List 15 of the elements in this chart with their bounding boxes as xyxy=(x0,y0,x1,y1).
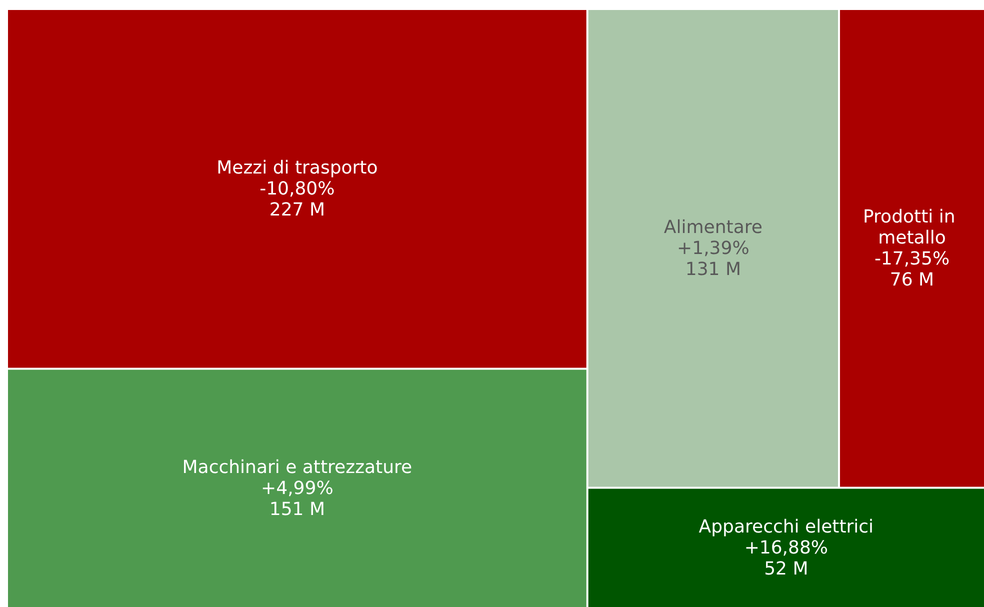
data-label: -10,80% xyxy=(260,178,335,200)
category-label: Apparecchi elettrici xyxy=(698,516,874,538)
data-label: +4,99% xyxy=(261,478,334,499)
data-label: 52 M xyxy=(764,558,808,580)
data-label: +1,39% xyxy=(677,238,750,259)
data-label: 151 M xyxy=(269,498,325,520)
data-label: -17,35% xyxy=(874,248,950,270)
data-label: 227 M xyxy=(269,199,325,220)
data-label: +16,88% xyxy=(744,537,828,558)
category-label: Mezzi di trasporto xyxy=(216,157,378,178)
category-label: Prodotti in metallo xyxy=(863,206,961,248)
data-label: 76 M xyxy=(890,269,934,290)
data-label: 131 M xyxy=(685,258,741,280)
category-label: Macchinari e attrezzature xyxy=(182,456,412,478)
category-label: Alimentare xyxy=(664,216,762,238)
